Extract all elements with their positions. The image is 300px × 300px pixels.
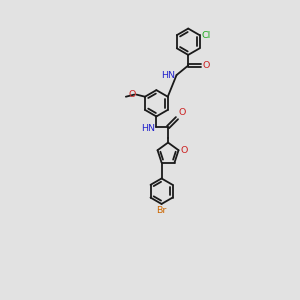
Text: Br: Br [156,206,167,215]
Text: Cl: Cl [201,31,211,40]
Text: HN: HN [161,70,175,80]
Text: O: O [203,61,210,70]
Text: O: O [178,108,185,117]
Text: O: O [180,146,188,155]
Text: HN: HN [141,124,155,133]
Text: O: O [128,90,135,99]
